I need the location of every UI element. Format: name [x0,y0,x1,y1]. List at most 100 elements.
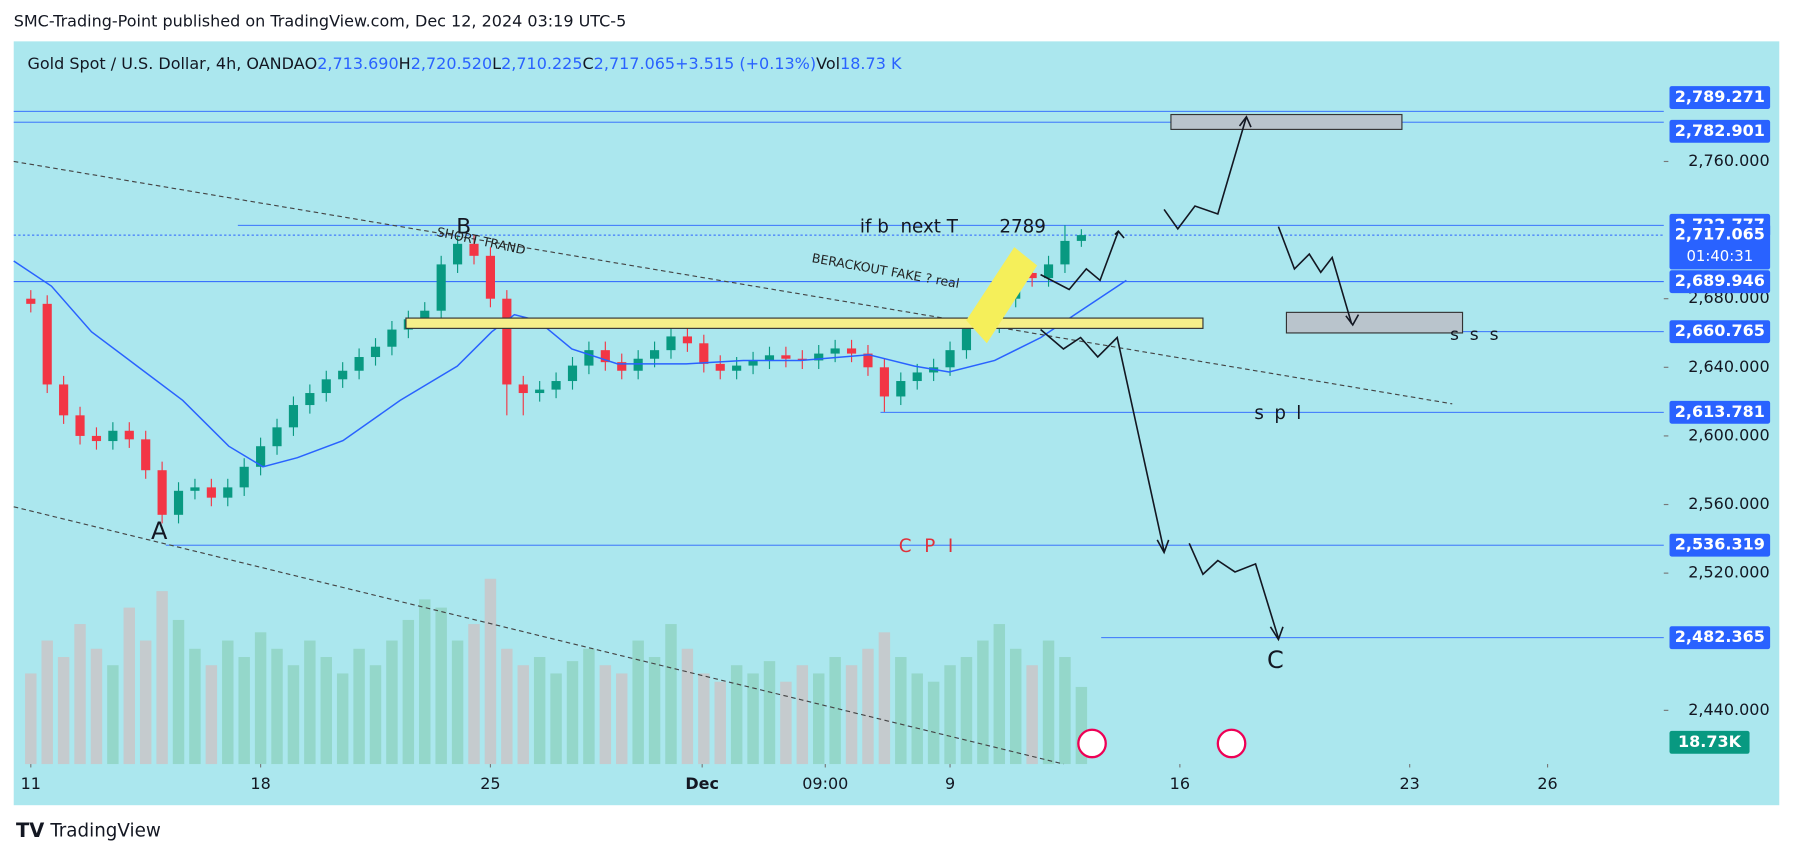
candle-body [682,336,692,344]
y-tick-label: 2,440.000 [1688,700,1769,719]
candle-body [551,381,561,390]
volume-bar [90,648,103,765]
candle-body [453,243,463,265]
annotation: A [151,517,168,545]
candle-body [1027,272,1037,279]
volume-bar [665,624,677,765]
volume-bar [517,665,529,765]
candle-body [436,264,446,311]
candle-body [814,353,824,361]
volume-bar [336,673,349,765]
x-tick-label: 09:00 [802,774,848,793]
candle-body [764,355,775,361]
candle-body [1060,240,1070,265]
legend-o: 2,713.690 [317,54,398,73]
path [1277,226,1353,325]
candle-body [912,372,922,382]
ohlc-legend: Gold Spot / U.S. Dollar, 4h, OANDAO2,713… [27,54,902,73]
volume-bar [402,619,415,765]
volume-bar [484,578,497,765]
candle-body [863,353,873,368]
trend-line [13,506,1064,765]
volume-bar [238,657,250,765]
path [1040,328,1165,552]
volume-bar [632,640,644,765]
volume-bar [74,624,86,765]
price-label: 2,782.901 [1675,121,1765,140]
candle-body [535,389,545,394]
volume-bar [681,648,694,765]
volume-bar [796,665,809,765]
price-label-bg [1669,223,1771,270]
target-box [1170,113,1403,130]
price-label: 2,689.946 [1675,271,1765,290]
y-tick-label: 2,520.000 [1688,563,1769,582]
legend-h-key: H [399,54,411,73]
candle-body [567,365,578,382]
legend-l-key: L [492,54,501,73]
candle-body [321,379,331,394]
candle-body [666,336,676,351]
zone [405,317,1204,329]
volume-bar [714,681,726,765]
candle-body [141,439,151,471]
annotation: s s s [1450,325,1499,345]
countdown: 01:40:31 [1686,247,1753,265]
candle-body [617,362,627,371]
legend-c-key: C [583,54,594,73]
price-label-bg [1669,626,1771,650]
trend-line [13,160,1453,405]
volume-bar [878,632,891,765]
volume-bar [107,665,119,765]
candle-body [469,243,479,256]
event-flag[interactable] [1077,728,1107,759]
volume-bar [648,657,661,765]
volume-bar [533,657,546,765]
candle-body [896,381,906,397]
annotation: 2789 [999,217,1046,238]
annotation: C [1267,646,1284,674]
volume-bar [845,665,858,765]
volume-bar [468,624,480,765]
volume-bar [813,673,825,765]
volume-bar [386,640,398,765]
candle-body [699,343,709,364]
volume-bar [911,673,923,765]
candle-body [256,446,266,467]
volume-bar [320,657,332,765]
volume-bar [501,648,513,765]
brand: TradingView [49,821,161,842]
candle-body [190,487,200,491]
legend-c: 2,717.065 [594,54,675,73]
arrow-head [1238,115,1252,128]
volume-bar [156,591,168,765]
x-tick-label: 11 [21,774,41,793]
publisher-header: SMC-Trading-Point published on TradingVi… [14,11,627,30]
legend-change: +3.515 (+0.13%) [675,54,816,73]
arrow-head [1345,314,1360,327]
price-label: 2,482.365 [1675,627,1765,646]
drawings [13,113,1464,765]
legend-text: Gold Spot / U.S. Dollar, 4h, OANDAO2,713… [27,54,902,73]
price-label: 2,717.065 [1675,225,1765,244]
volume-bar [977,640,989,765]
candle-body [1043,264,1054,279]
legend-o-key: O [305,54,318,73]
event-flag[interactable] [1216,728,1247,759]
volume-bar [419,599,431,765]
volume-bar [1042,640,1055,765]
volume-bar [172,619,185,765]
candle-body [584,350,594,366]
volume-bar [304,640,316,765]
candle-body [157,470,167,515]
annotation: B [456,215,471,240]
target-box [1285,311,1464,334]
candle-body [961,326,972,351]
volume-bar [780,681,792,765]
legend-h: 2,720.520 [411,54,492,73]
candle-body [42,303,52,385]
candle-body [272,427,282,447]
volume-bar [763,661,776,765]
volume-label-bg [1669,730,1750,754]
